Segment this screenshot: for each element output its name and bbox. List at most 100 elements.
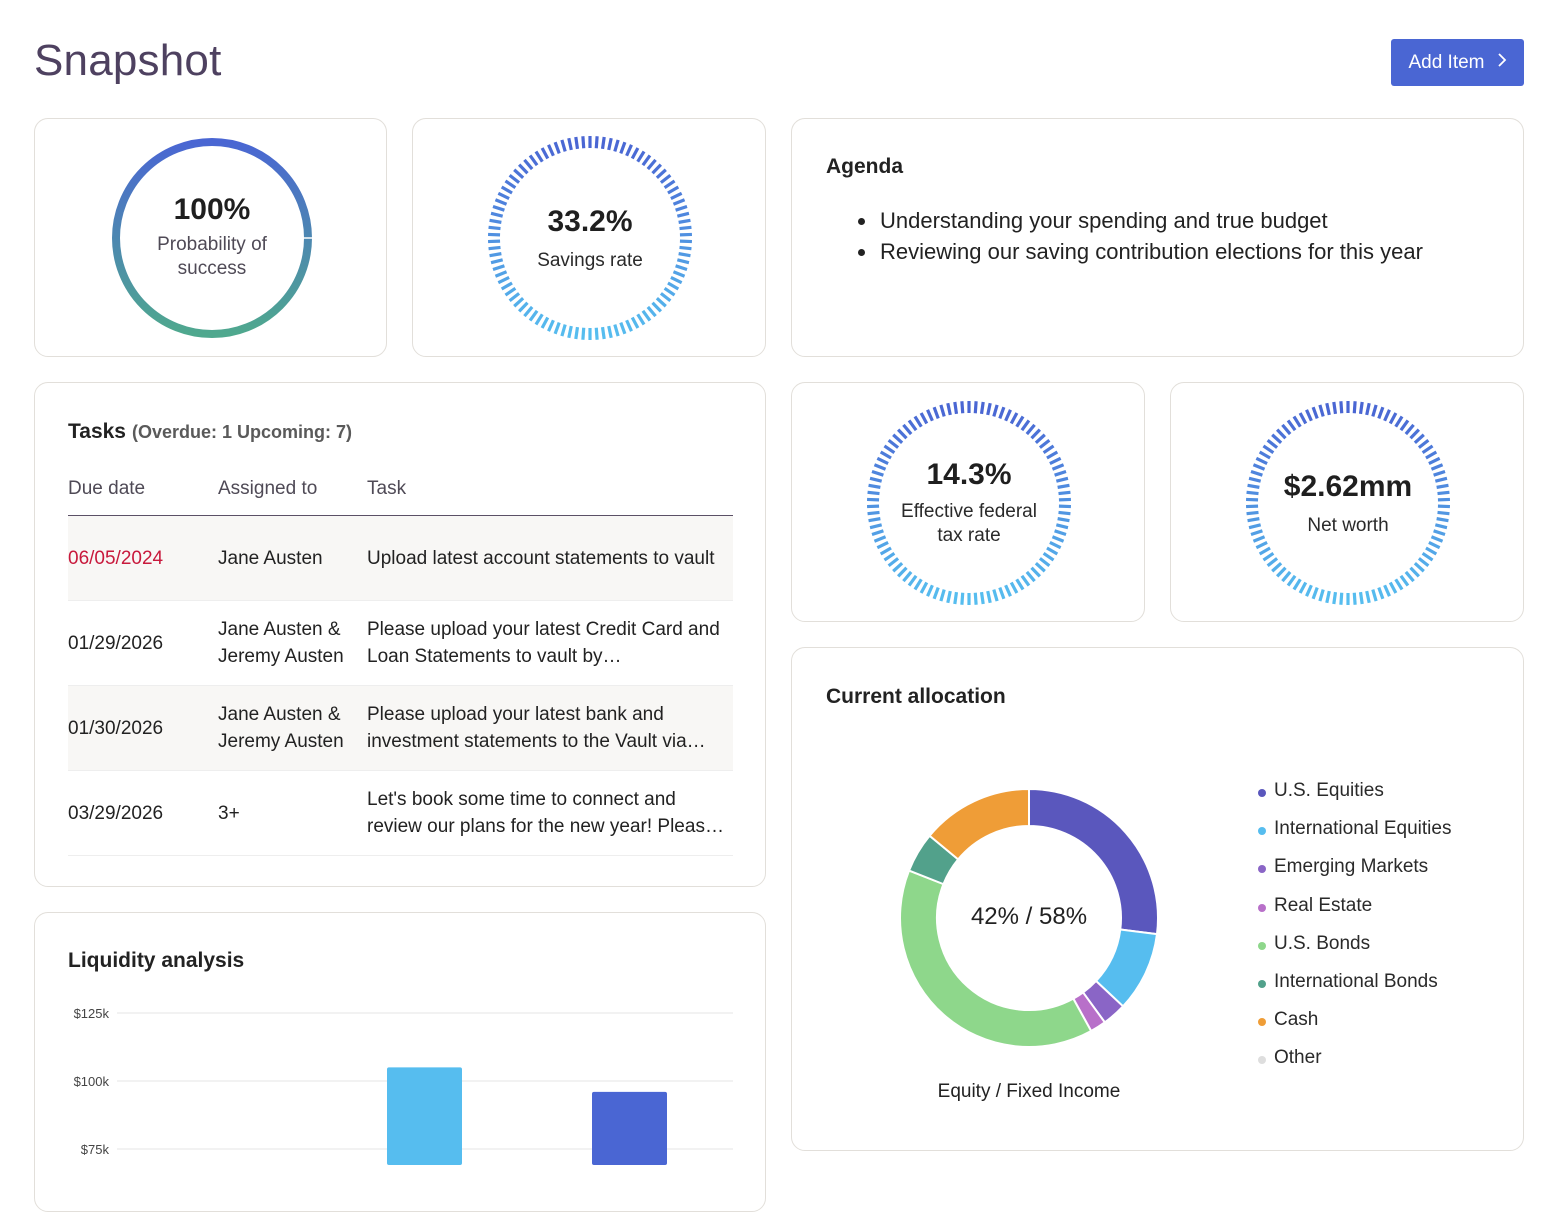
- gauge-dash-tick: [1268, 558, 1277, 565]
- page-title: Snapshot: [34, 36, 222, 86]
- gauge-dash-tick: [583, 136, 584, 148]
- liquidity-bar[interactable]: [592, 1092, 667, 1165]
- legend-item[interactable]: Real Estate: [1258, 887, 1451, 925]
- allocation-title: Current allocation: [826, 685, 1006, 709]
- allocation-center-label: 42% / 58%: [900, 903, 1158, 931]
- gauge-dash-tick: [903, 425, 911, 434]
- liquidity-bar[interactable]: [387, 1067, 462, 1165]
- gauge-dash-tick: [1011, 413, 1017, 424]
- gauge-dash-tick: [1320, 590, 1323, 602]
- add-item-button[interactable]: Add Item: [1391, 39, 1524, 86]
- gauge-dash-tick: [1361, 402, 1363, 414]
- gauge-dash-tick: [1017, 579, 1023, 589]
- legend-item[interactable]: International Bonds: [1258, 963, 1451, 1001]
- gauge-dash-tick: [609, 326, 611, 338]
- gauge-dash-tick: [657, 298, 666, 306]
- gauge-dash-tick: [909, 420, 916, 430]
- gauge-dash-tick: [889, 440, 898, 447]
- task-description[interactable]: Please upload your latest Credit Card an…: [367, 601, 733, 686]
- legend-item[interactable]: U.S. Equities: [1258, 772, 1451, 810]
- gauge-dash-tick: [1396, 579, 1402, 589]
- gauge-dash-tick: [1006, 410, 1011, 421]
- legend-item[interactable]: International Equities: [1258, 810, 1451, 848]
- tax-label-2: tax rate: [866, 524, 1072, 548]
- task-row[interactable]: 01/29/2026 Jane Austen & Jeremy Austen P…: [68, 601, 733, 686]
- gauge-dash-tick: [915, 579, 921, 589]
- legend-dot-icon: [1258, 1018, 1266, 1026]
- gauge-dash-tick: [524, 160, 532, 169]
- agenda-item: Understanding your spending and true bud…: [878, 205, 1423, 236]
- gauge-dash-tick: [1307, 585, 1312, 596]
- probability-label-2: success: [109, 257, 315, 281]
- legend-item[interactable]: Emerging Markets: [1258, 848, 1451, 886]
- gauge-dash-tick: [657, 170, 666, 178]
- gauge-dash-tick: [643, 311, 650, 321]
- probability-value: 100%: [109, 193, 315, 227]
- gauge-dash-tick: [495, 200, 506, 204]
- gauge-dash-tick: [1367, 591, 1369, 603]
- gauge-dash-tick: [955, 402, 957, 414]
- gauge-dash-tick: [1288, 576, 1295, 586]
- gauge-dash-tick: [596, 136, 597, 148]
- gauge-dash-tick: [498, 193, 509, 198]
- gauge-dash-tick: [530, 155, 537, 165]
- gauge-dash-tick: [982, 402, 984, 414]
- gauge-dash-tick: [549, 320, 554, 331]
- column-header-task[interactable]: Task: [367, 463, 733, 516]
- tax-rate-card[interactable]: 14.3% Effective federal tax rate: [791, 382, 1145, 622]
- gauge-dash-tick: [1300, 413, 1306, 424]
- gauge-dash-tick: [1022, 576, 1029, 586]
- gauge-dash-tick: [1260, 548, 1270, 554]
- gauge-dash-tick: [632, 317, 638, 328]
- donut-slice-u-s-bonds[interactable]: [900, 871, 1091, 1047]
- legend-item[interactable]: Other: [1258, 1039, 1451, 1077]
- task-due-date: 03/29/2026: [68, 771, 218, 856]
- net-worth-card[interactable]: $2.62mm Net worth: [1170, 382, 1524, 622]
- net-worth-label: Net worth: [1245, 514, 1451, 538]
- task-row[interactable]: 01/30/2026 Jane Austen & Jeremy Austen P…: [68, 686, 733, 771]
- liquidity-card: Liquidity analysis $75k$100k$125k: [34, 912, 766, 1212]
- legend-item[interactable]: Cash: [1258, 1001, 1451, 1039]
- agenda-title: Agenda: [826, 155, 903, 179]
- gauge-dash-tick: [982, 592, 984, 604]
- gauge-dash-tick: [955, 592, 957, 604]
- task-assignee: 3+: [218, 771, 367, 856]
- task-description[interactable]: Upload latest account statements to vaul…: [367, 516, 733, 601]
- gauge-dash-tick: [1027, 425, 1035, 434]
- column-header-assigned-to[interactable]: Assigned to: [218, 463, 367, 516]
- task-row[interactable]: 03/29/2026 3+ Let's book some time to co…: [68, 771, 733, 856]
- gauge-dash-tick: [1341, 593, 1342, 605]
- gauge-dash-tick: [542, 317, 548, 328]
- gauge-dash-tick: [1373, 590, 1376, 602]
- gauge-dash-tick: [1282, 572, 1290, 581]
- legend-item[interactable]: U.S. Bonds: [1258, 925, 1451, 963]
- gauge-dash-tick: [603, 327, 605, 339]
- donut-slice-cash[interactable]: [930, 789, 1029, 859]
- gauge-dash-tick: [884, 446, 894, 453]
- gauge-dash-tick: [1334, 402, 1336, 414]
- gauge-dash-tick: [934, 588, 938, 599]
- savings-rate-card[interactable]: 33.2% Savings rate: [412, 118, 766, 357]
- gauge-dash-tick: [962, 401, 963, 413]
- gauge-dash-tick: [1047, 548, 1057, 554]
- probability-card[interactable]: 100% Probability of success: [34, 118, 387, 357]
- gauge-dash-tick: [1032, 430, 1040, 439]
- gauge-dash-tick: [1294, 416, 1300, 426]
- legend-label: U.S. Equities: [1274, 780, 1384, 802]
- gauge-dash-tick: [1341, 401, 1342, 413]
- task-row[interactable]: 06/05/2024 Jane Austen Upload latest acc…: [68, 516, 733, 601]
- column-header-due-date[interactable]: Due date: [68, 463, 218, 516]
- gauge-dash-tick: [1406, 425, 1414, 434]
- gauge-dash-tick: [638, 314, 644, 324]
- gauge-dash-tick: [569, 326, 571, 338]
- gauge-dash-tick: [583, 328, 584, 340]
- task-description[interactable]: Please upload your latest bank and inves…: [367, 686, 733, 771]
- tasks-title: Tasks: [68, 420, 126, 443]
- probability-gauge: 100% Probability of success: [109, 135, 315, 341]
- gauge-dash-tick: [1044, 553, 1054, 560]
- task-description[interactable]: Let's book some time to connect and revi…: [367, 771, 733, 856]
- probability-label-1: Probability of: [109, 233, 315, 257]
- gauge-dash-tick: [1032, 568, 1040, 577]
- gauge-dash-tick: [1429, 542, 1440, 547]
